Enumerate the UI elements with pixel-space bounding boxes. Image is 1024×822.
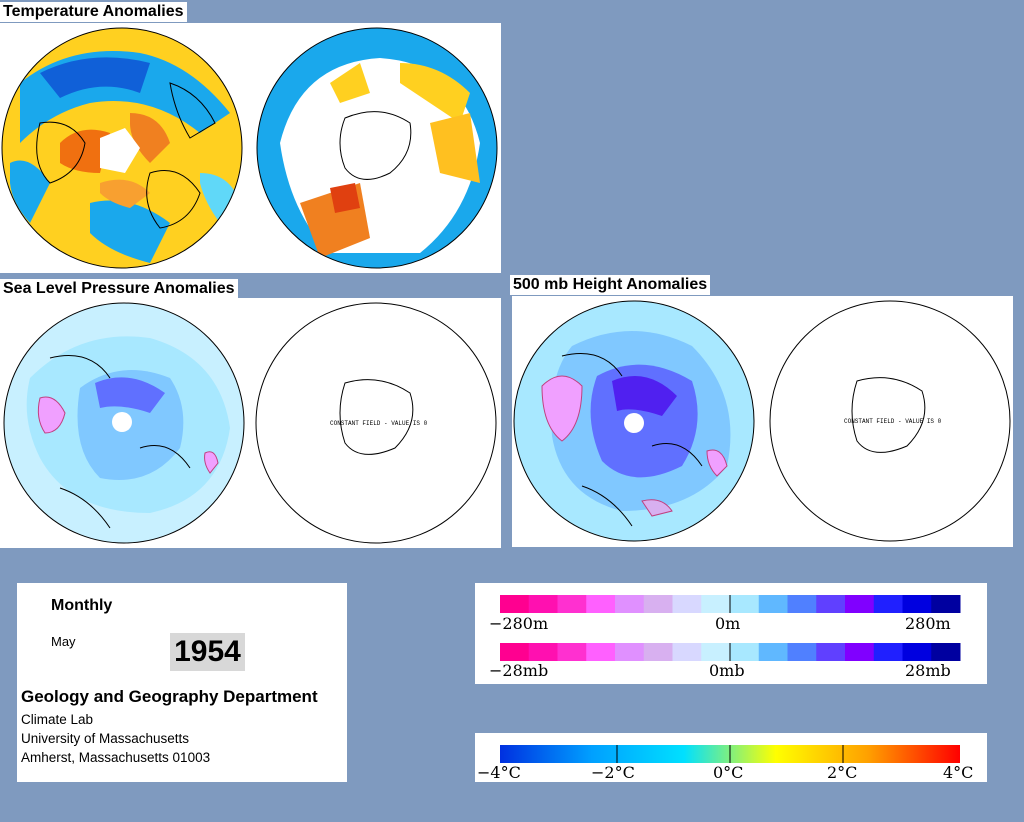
height-swatch-7: [701, 595, 731, 613]
pressure-swatch-4: [615, 643, 645, 661]
data-type-label: Monthly: [51, 597, 113, 614]
temperature-tick-plus4: 4°C: [943, 763, 973, 782]
height-swatch-10: [787, 595, 817, 613]
slp-sh-globe: CONSTANT FIELD - VALUE IS 0: [255, 302, 497, 544]
temperature-maps: [1, 27, 498, 269]
department-label: Geology and Geography Department: [21, 687, 318, 706]
temperature-anomalies-panel: [0, 23, 501, 273]
height-colorbar: [500, 595, 961, 613]
height-swatch-15: [931, 595, 961, 613]
pressure-tick-min: −28mb: [489, 661, 548, 680]
slp-anomalies-title: Sea Level Pressure Anomalies: [0, 279, 238, 299]
university-line: University of Massachusetts: [21, 731, 190, 746]
pressure-swatch-11: [816, 643, 846, 661]
height-swatch-12: [845, 595, 875, 613]
height-tick-zero: 0m: [715, 614, 740, 633]
pressure-swatch-6: [672, 643, 702, 661]
slp-constant-field-label: CONSTANT FIELD - VALUE IS 0: [330, 420, 428, 427]
pressure-swatch-3: [586, 643, 616, 661]
pressure-swatch-7: [701, 643, 731, 661]
temperature-sh-globe: [257, 28, 497, 268]
temperature-nh-globe: [2, 28, 242, 268]
pressure-swatch-1: [528, 643, 558, 661]
pressure-tick-max: 28mb: [905, 661, 951, 680]
pressure-swatch-12: [845, 643, 875, 661]
pressure-swatch-13: [873, 643, 903, 661]
temperature-tick-minus2: −2°C: [591, 763, 635, 782]
pressure-swatch-8: [730, 643, 760, 661]
height-tick-max: 280m: [905, 614, 951, 633]
temperature-legend: −4°C −2°C 0°C 2°C 4°C: [475, 733, 987, 782]
temperature-tick-minus4: −4°C: [477, 763, 521, 782]
height500-anomalies-panel: CONSTANT FIELD - VALUE IS 0: [512, 296, 1013, 547]
height-swatch-4: [615, 595, 645, 613]
pressure-colorbar: [500, 643, 961, 661]
height500-constant-field-label: CONSTANT FIELD - VALUE IS 0: [844, 418, 942, 425]
temperature-tick-zero: 0°C: [713, 763, 743, 782]
pressure-swatch-5: [643, 643, 673, 661]
temperature-legend-svg: −4°C −2°C 0°C 2°C 4°C: [477, 745, 973, 782]
temperature-tick-plus2: 2°C: [827, 763, 857, 782]
lab-line: Climate Lab: [21, 712, 94, 727]
address-line: Amherst, Massachusetts 01003: [21, 750, 211, 765]
height-swatch-5: [643, 595, 673, 613]
height500-sh-globe: CONSTANT FIELD - VALUE IS 0: [769, 300, 1011, 542]
height-swatch-9: [758, 595, 788, 613]
temperature-anomalies-title: Temperature Anomalies: [0, 2, 187, 22]
height-swatch-14: [902, 595, 932, 613]
slp-nh-globe: [4, 303, 244, 543]
height500-nh-globe: [514, 301, 754, 541]
pressure-swatch-15: [931, 643, 961, 661]
height-pressure-legend-svg: −280m 0m 280m −28mb 0mb 28mb: [489, 595, 961, 680]
height-swatch-2: [557, 595, 587, 613]
pressure-swatch-10: [787, 643, 817, 661]
pressure-swatch-14: [902, 643, 932, 661]
pressure-swatch-2: [557, 643, 587, 661]
height-swatch-3: [586, 595, 616, 613]
info-box: Monthly May 1954 Geology and Geography D…: [17, 583, 347, 782]
year-label: 1954: [170, 633, 245, 671]
height-tick-min: −280m: [489, 614, 548, 633]
height-swatch-1: [528, 595, 558, 613]
month-label: May: [51, 634, 76, 649]
pressure-swatch-9: [758, 643, 788, 661]
height500-anomalies-title: 500 mb Height Anomalies: [510, 275, 711, 295]
height-swatch-11: [816, 595, 846, 613]
height-swatch-6: [672, 595, 702, 613]
slp-anomalies-panel: CONSTANT FIELD - VALUE IS 0: [0, 298, 501, 548]
height-pressure-legend: −280m 0m 280m −28mb 0mb 28mb: [475, 583, 987, 684]
height-swatch-8: [730, 595, 760, 613]
height-swatch-13: [873, 595, 903, 613]
height500-maps: CONSTANT FIELD - VALUE IS 0: [513, 300, 1011, 542]
pressure-swatch-0: [500, 643, 530, 661]
height-swatch-0: [500, 595, 530, 613]
pressure-tick-zero: 0mb: [709, 661, 745, 680]
slp-maps: CONSTANT FIELD - VALUE IS 0: [3, 302, 497, 544]
